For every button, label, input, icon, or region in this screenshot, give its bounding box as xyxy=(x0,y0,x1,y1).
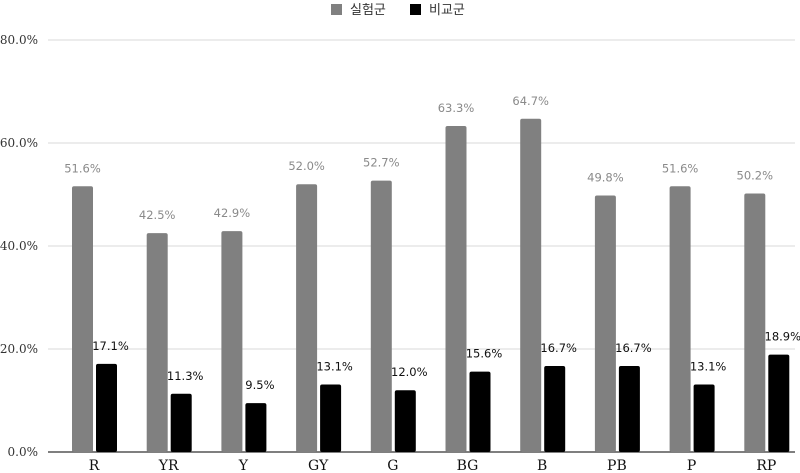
data-label: 16.7% xyxy=(615,341,652,355)
bar-control xyxy=(693,384,715,452)
legend-swatch xyxy=(410,4,421,15)
y-tick-label: 80.0% xyxy=(0,33,38,47)
x-tick-label: G xyxy=(387,458,398,473)
x-tick-label: R xyxy=(89,458,100,473)
bar-experimental xyxy=(221,231,243,452)
bar-control xyxy=(320,384,342,452)
legend-swatch xyxy=(331,4,342,15)
bar-experimental xyxy=(744,193,766,452)
data-label: 52.7% xyxy=(363,156,400,170)
bar-experimental xyxy=(370,180,392,452)
data-label: 18.9% xyxy=(765,330,800,344)
y-tick-label: 0.0% xyxy=(8,445,39,459)
bar-experimental xyxy=(594,195,616,452)
data-label: 13.1% xyxy=(690,360,727,374)
data-label: 52.0% xyxy=(288,159,325,173)
y-tick-label: 20.0% xyxy=(0,342,38,356)
data-label: 42.5% xyxy=(139,208,176,222)
data-label: 64.7% xyxy=(512,94,549,108)
bar-control xyxy=(96,363,117,452)
data-label: 11.3% xyxy=(167,369,204,383)
y-tick-label: 40.0% xyxy=(0,239,38,253)
x-tick-label: GY xyxy=(308,458,329,473)
bar-control xyxy=(544,365,566,452)
data-label: 13.1% xyxy=(316,360,353,374)
data-label: 9.5% xyxy=(245,378,274,392)
bar-experimental xyxy=(296,184,318,452)
y-tick-label: 60.0% xyxy=(0,136,38,150)
data-label: 50.2% xyxy=(737,168,774,182)
bar-experimental xyxy=(669,186,691,452)
bar-experimental xyxy=(445,126,467,452)
x-tick-label: B xyxy=(537,458,547,473)
data-label: 15.6% xyxy=(466,347,503,361)
data-label: 16.7% xyxy=(540,341,577,355)
bar-control xyxy=(768,354,790,452)
data-label: 49.8% xyxy=(587,171,624,185)
x-tick-label: PB xyxy=(607,458,627,473)
x-tick-label: RP xyxy=(756,458,776,473)
bar-experimental xyxy=(72,186,93,452)
bar-experimental xyxy=(520,118,542,453)
data-label: 51.6% xyxy=(64,161,101,175)
bar-control xyxy=(618,365,640,452)
x-tick-label: BG xyxy=(457,458,479,473)
bar-control xyxy=(245,403,267,452)
legend-label: 실험군 xyxy=(350,3,386,18)
data-label: 63.3% xyxy=(438,101,475,115)
legend-label: 비교군 xyxy=(429,3,465,18)
bar-control xyxy=(394,390,416,452)
bar-control xyxy=(469,371,491,452)
bar-control xyxy=(170,393,192,452)
x-tick-label: P xyxy=(687,458,696,473)
data-label: 17.1% xyxy=(92,339,129,353)
x-tick-label: YR xyxy=(158,458,179,473)
data-label: 12.0% xyxy=(391,365,428,379)
bar-experimental xyxy=(146,233,168,452)
x-tick-label: Y xyxy=(238,458,249,473)
data-label: 51.6% xyxy=(662,161,699,175)
data-label: 42.9% xyxy=(214,206,251,220)
